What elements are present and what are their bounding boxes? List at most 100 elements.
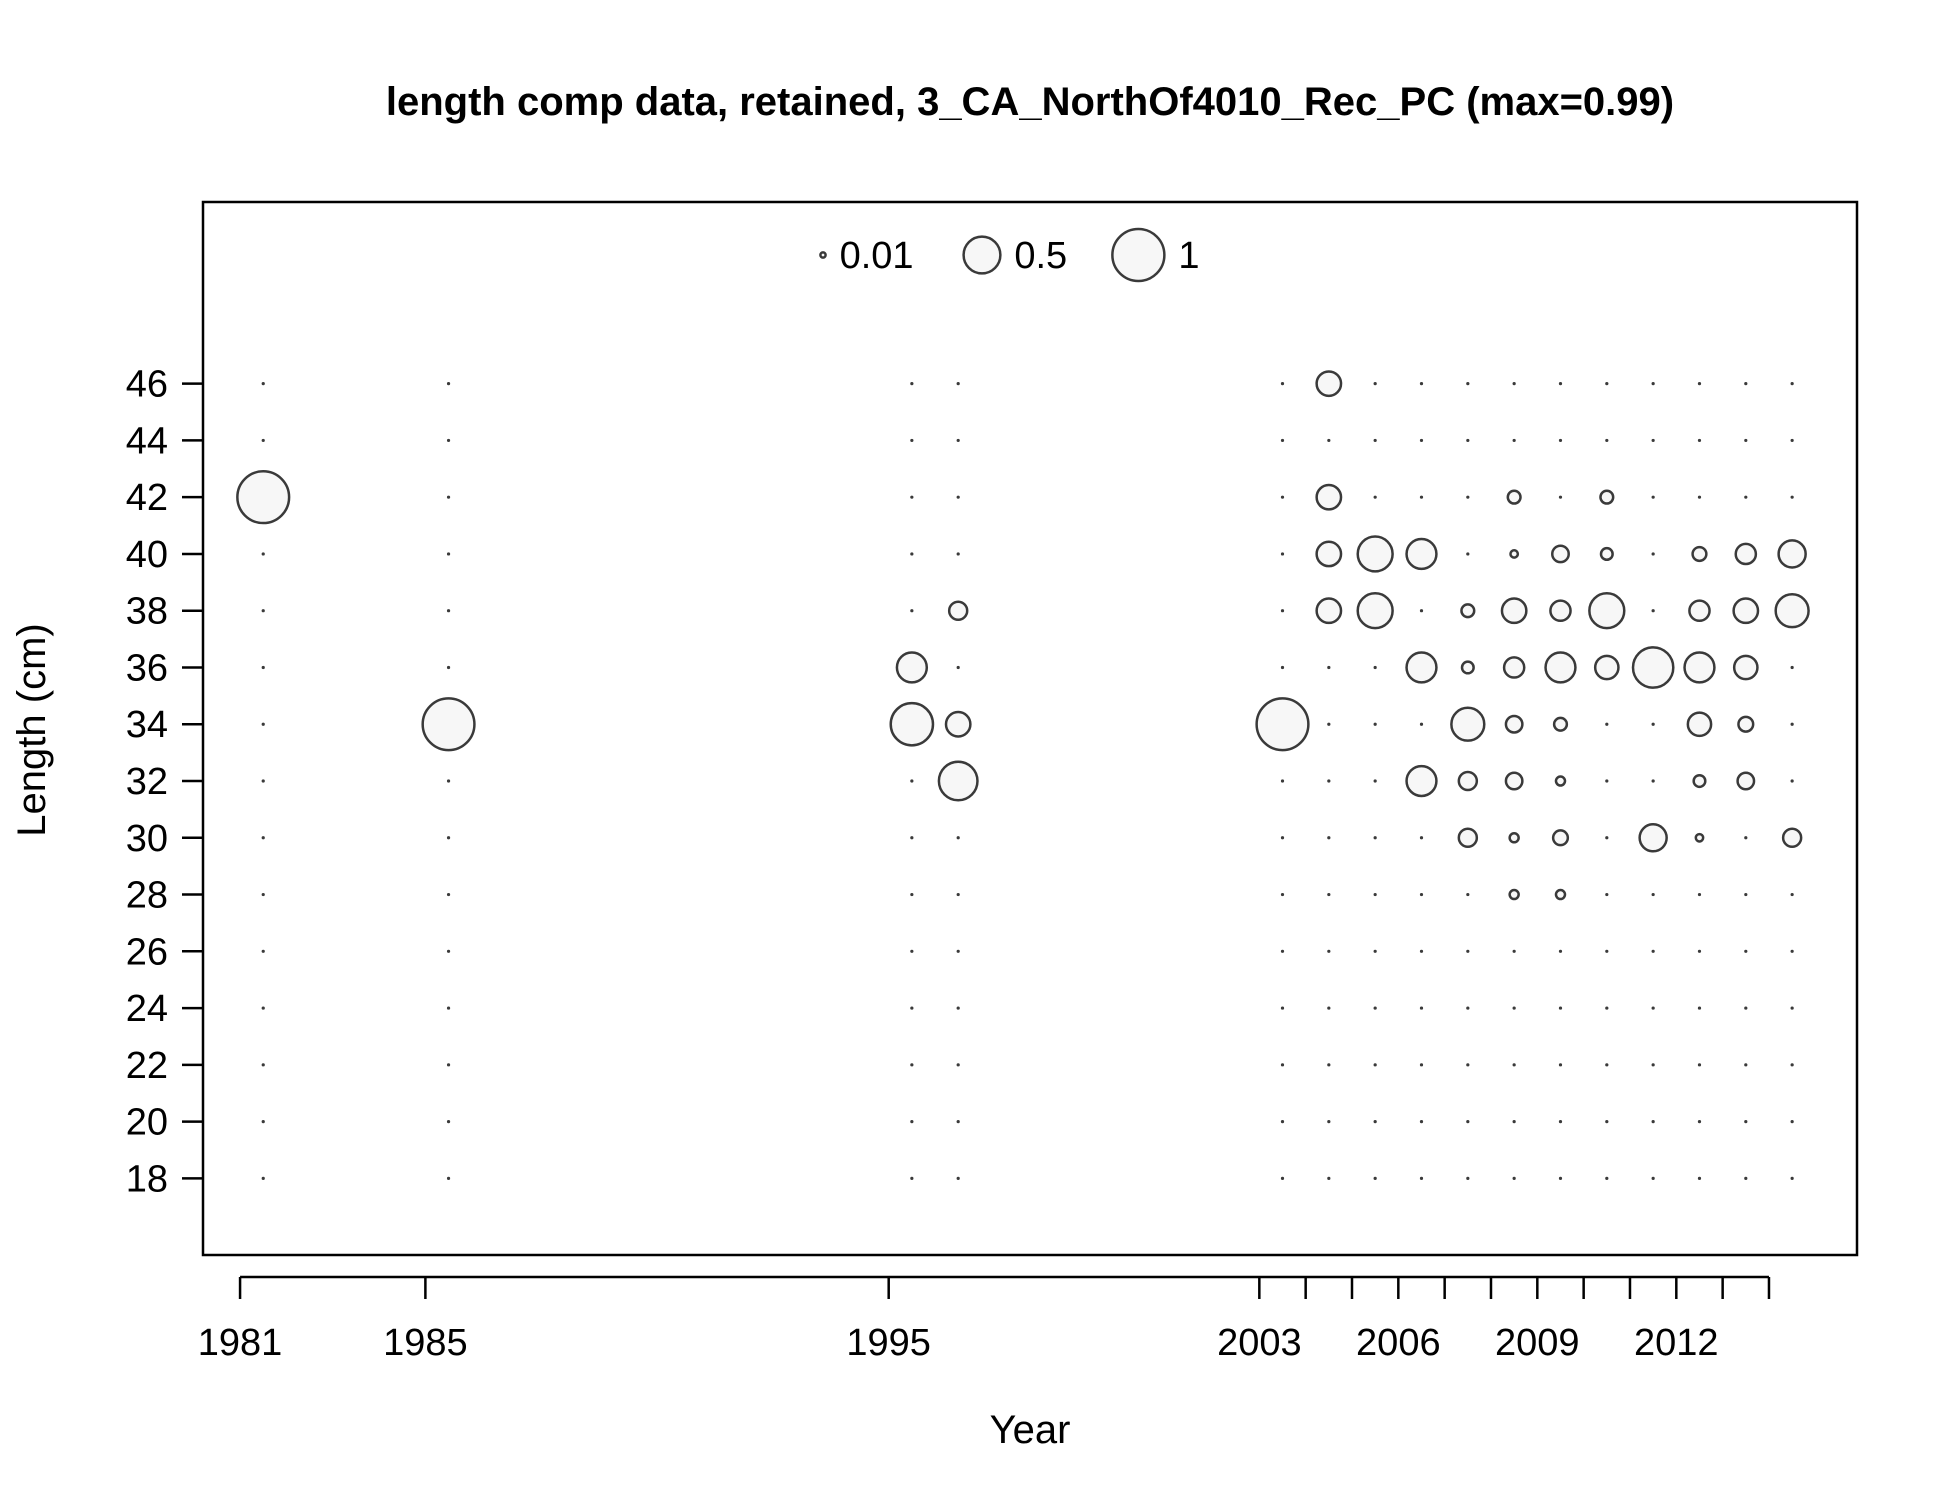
zero-point <box>1280 382 1285 386</box>
zero-point <box>1605 949 1609 953</box>
zero-point <box>261 949 265 953</box>
zero-point <box>1373 382 1377 386</box>
y-axis: 18 20 22 24 26 28 30 32 34 36 38 40 42 44 46 <box>126 364 203 1200</box>
bubble <box>1549 599 1572 623</box>
y-tick-label: 46 <box>126 364 168 406</box>
bubble <box>1638 823 1668 853</box>
bubble <box>1694 832 1705 843</box>
zero-point <box>1605 836 1609 840</box>
y-tick-label: 38 <box>126 591 168 633</box>
zero-point <box>1512 382 1516 386</box>
zero-point <box>261 1176 265 1180</box>
zero-point <box>1466 1120 1470 1124</box>
zero-point <box>1790 779 1794 783</box>
zero-point <box>1466 382 1470 386</box>
zero-point <box>910 438 914 443</box>
zero-point <box>910 1063 914 1067</box>
zero-point <box>1373 1006 1377 1010</box>
zero-point <box>910 1176 914 1180</box>
zero-point <box>956 892 960 897</box>
zero-point <box>1327 1176 1331 1180</box>
bubble <box>1551 544 1570 564</box>
y-tick-label: 24 <box>126 988 168 1030</box>
zero-point <box>261 382 265 386</box>
zero-point <box>910 949 914 953</box>
bubble <box>1509 549 1520 559</box>
zero-point <box>1512 1176 1516 1180</box>
bubble <box>1255 697 1310 752</box>
zero-point <box>446 552 451 556</box>
chart-title: length comp data, retained, 3_CA_NorthOf… <box>386 80 1674 124</box>
x-tick-label: 1985 <box>383 1322 468 1364</box>
zero-point <box>1327 1120 1331 1124</box>
zero-point <box>1419 438 1424 443</box>
zero-point <box>956 1063 960 1067</box>
bubble <box>1460 603 1476 619</box>
zero-point <box>1697 382 1702 386</box>
zero-point <box>1651 892 1655 897</box>
zero-point <box>1512 1120 1516 1124</box>
bubble <box>1356 535 1394 573</box>
zero-point <box>1651 949 1655 953</box>
zero-point <box>1744 1176 1748 1180</box>
bubble <box>937 760 979 802</box>
zero-point <box>446 892 451 897</box>
zero-point <box>1744 892 1748 897</box>
zero-point <box>1790 949 1794 953</box>
zero-point <box>1419 1120 1424 1124</box>
bubble <box>1502 656 1526 679</box>
zero-point <box>1558 1006 1563 1010</box>
zero-point <box>1280 892 1285 897</box>
zero-point <box>1466 892 1470 897</box>
zero-point <box>1419 609 1424 613</box>
bubble <box>1551 829 1570 847</box>
zero-point <box>1651 779 1655 783</box>
zero-point <box>1790 1063 1794 1067</box>
bubbles <box>236 370 1810 1180</box>
zero-point <box>1744 1063 1748 1067</box>
zero-point <box>1280 1063 1285 1067</box>
zero-point <box>956 382 960 386</box>
zero-point <box>1651 1063 1655 1067</box>
zero-point <box>1280 1176 1285 1180</box>
bubble <box>1631 646 1675 689</box>
zero-point <box>1373 1063 1377 1067</box>
zero-point <box>1697 1063 1702 1067</box>
zero-point <box>1651 1006 1655 1010</box>
bubble <box>1504 771 1524 791</box>
zero-point <box>910 1006 914 1010</box>
zero-point <box>1790 1176 1794 1180</box>
legend-bubble <box>962 235 1002 275</box>
zero-point <box>1558 382 1563 386</box>
zero-point <box>1280 1006 1285 1010</box>
x-tick-label: 2006 <box>1356 1322 1441 1364</box>
zero-point <box>1327 892 1331 897</box>
bubble <box>1405 537 1438 571</box>
zero-point <box>910 836 914 840</box>
y-tick-label: 22 <box>126 1045 168 1087</box>
zero-point <box>956 1176 960 1180</box>
zero-point <box>1744 1006 1748 1010</box>
zero-point <box>1466 1176 1470 1180</box>
zero-point <box>1373 1176 1377 1180</box>
zero-point <box>1466 438 1470 443</box>
zero-point <box>1373 438 1377 443</box>
y-tick-label: 20 <box>126 1102 168 1144</box>
zero-point <box>1419 1006 1424 1010</box>
bubble <box>1688 599 1711 623</box>
zero-point <box>1605 892 1609 897</box>
zero-point <box>1466 949 1470 953</box>
legend-label: 1 <box>1178 235 1199 277</box>
zero-point <box>1651 552 1655 556</box>
y-tick-label: 30 <box>126 818 168 860</box>
zero-point <box>1697 949 1702 953</box>
bubble <box>1781 827 1803 849</box>
zero-point <box>1558 1176 1563 1180</box>
zero-point <box>1373 722 1377 726</box>
zero-point <box>1651 722 1655 726</box>
zero-point <box>956 836 960 840</box>
bubble <box>1692 773 1707 789</box>
zero-point <box>1512 1063 1516 1067</box>
zero-point <box>1697 495 1702 499</box>
